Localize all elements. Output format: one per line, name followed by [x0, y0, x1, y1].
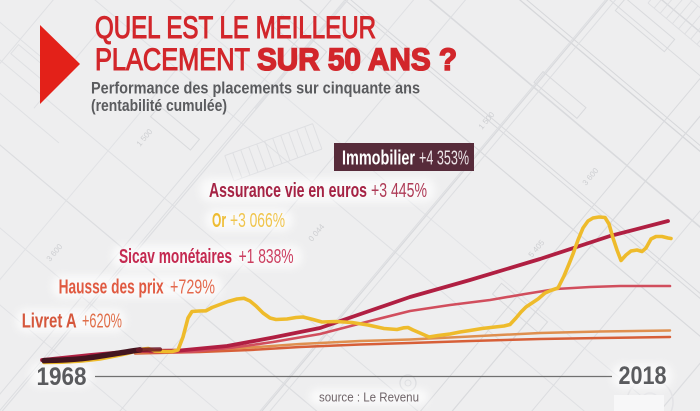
svg-text:Immobilier+4 353%: Immobilier +4 353% — [342, 148, 469, 170]
svg-text:Performance des placements sur: Performance des placements sur cinquante… — [91, 80, 420, 98]
svg-text:Assurance vie en euros+3 445%: Assurance vie en euros +3 445% — [209, 180, 427, 202]
svg-text:QUEL EST LE MEILLEUR: QUEL EST LE MEILLEUR — [95, 9, 376, 45]
svg-text:source : Le Revenu: source : Le Revenu — [319, 390, 419, 405]
svg-text:Or+3 066%: Or +3 066% — [212, 210, 285, 232]
svg-text:Sicav monétaires+1 838%: Sicav monétaires +1 838% — [119, 246, 294, 268]
svg-text:Livret A+620%: Livret A +620% — [22, 311, 122, 333]
svg-text:2018: 2018 — [619, 363, 667, 390]
svg-text:(rentabilité cumulée): (rentabilité cumulée) — [91, 97, 227, 115]
svg-text:Hausse des prix+729%: Hausse des prix +729% — [59, 277, 216, 299]
svg-text:1968: 1968 — [37, 364, 87, 391]
